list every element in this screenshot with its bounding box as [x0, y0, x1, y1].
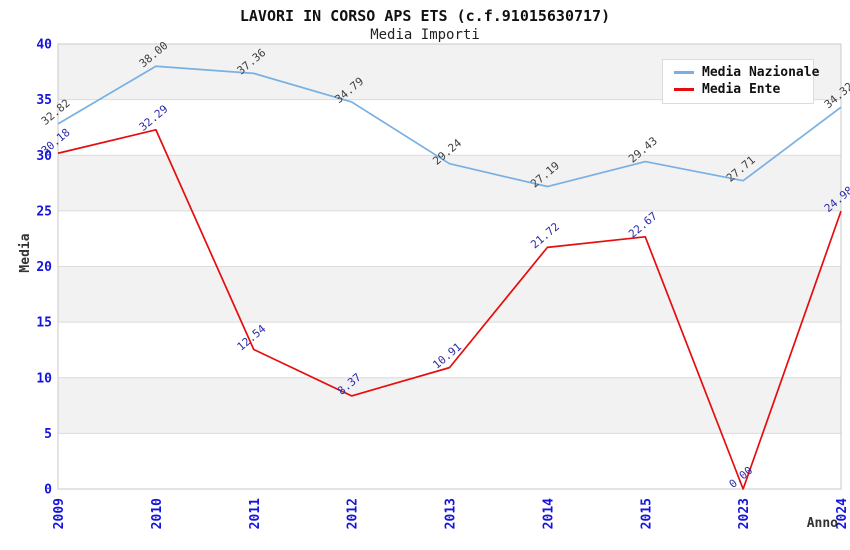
- chart-subtitle: Media Importi: [370, 27, 480, 43]
- legend-line-swatch-media-nazionale: [674, 71, 694, 74]
- series-line-media-ente: [57, 128, 842, 490]
- x-tick-label: 2010: [150, 498, 165, 529]
- legend-item-media-nazionale: Media Nazionale: [663, 64, 819, 81]
- data-point-label: 22.67: [626, 209, 660, 240]
- data-point-label: 30.18: [39, 126, 73, 157]
- x-tick-label: 2013: [444, 498, 459, 529]
- legend-item-media-ente: Media Ente: [663, 81, 813, 98]
- y-tick-label: 30: [36, 149, 52, 164]
- y-tick-label: 35: [36, 93, 52, 108]
- x-tick-label: 2014: [541, 498, 556, 529]
- x-axis-title: Anno: [806, 516, 838, 531]
- legend-line-swatch-media-ente: [674, 88, 694, 91]
- plot-band: [58, 266, 841, 323]
- series-line-media-nazionale: [57, 65, 842, 188]
- y-axis-title: Media: [18, 233, 33, 273]
- y-tick-label: 0: [44, 483, 52, 498]
- x-tick-label: 2023: [737, 498, 752, 529]
- legend-label: Media Nazionale: [702, 65, 820, 80]
- y-tick-label: 10: [36, 371, 52, 386]
- data-point-label: 12.54: [235, 322, 269, 353]
- x-tick-label: 2009: [52, 498, 67, 529]
- y-tick-label: 5: [44, 427, 52, 442]
- x-tick-label: 2011: [248, 498, 263, 529]
- y-tick-label: 20: [36, 260, 52, 275]
- chart-title: LAVORI IN CORSO APS ETS (c.f.91015630717…: [239, 7, 611, 25]
- legend-label: Media Ente: [702, 82, 781, 97]
- plot-border: [57, 43, 842, 490]
- y-tick-label: 25: [36, 204, 52, 219]
- x-tick-label: 2015: [639, 498, 654, 529]
- plot-band: [58, 377, 841, 434]
- legend: Media Nazionale Media Ente: [662, 59, 819, 104]
- y-tick-label: 40: [36, 38, 52, 53]
- x-tick-label: 2012: [346, 498, 361, 529]
- data-point-label: 32.29: [137, 102, 171, 133]
- x-tick-label: 2024: [835, 498, 850, 529]
- y-tick-label: 15: [36, 316, 52, 331]
